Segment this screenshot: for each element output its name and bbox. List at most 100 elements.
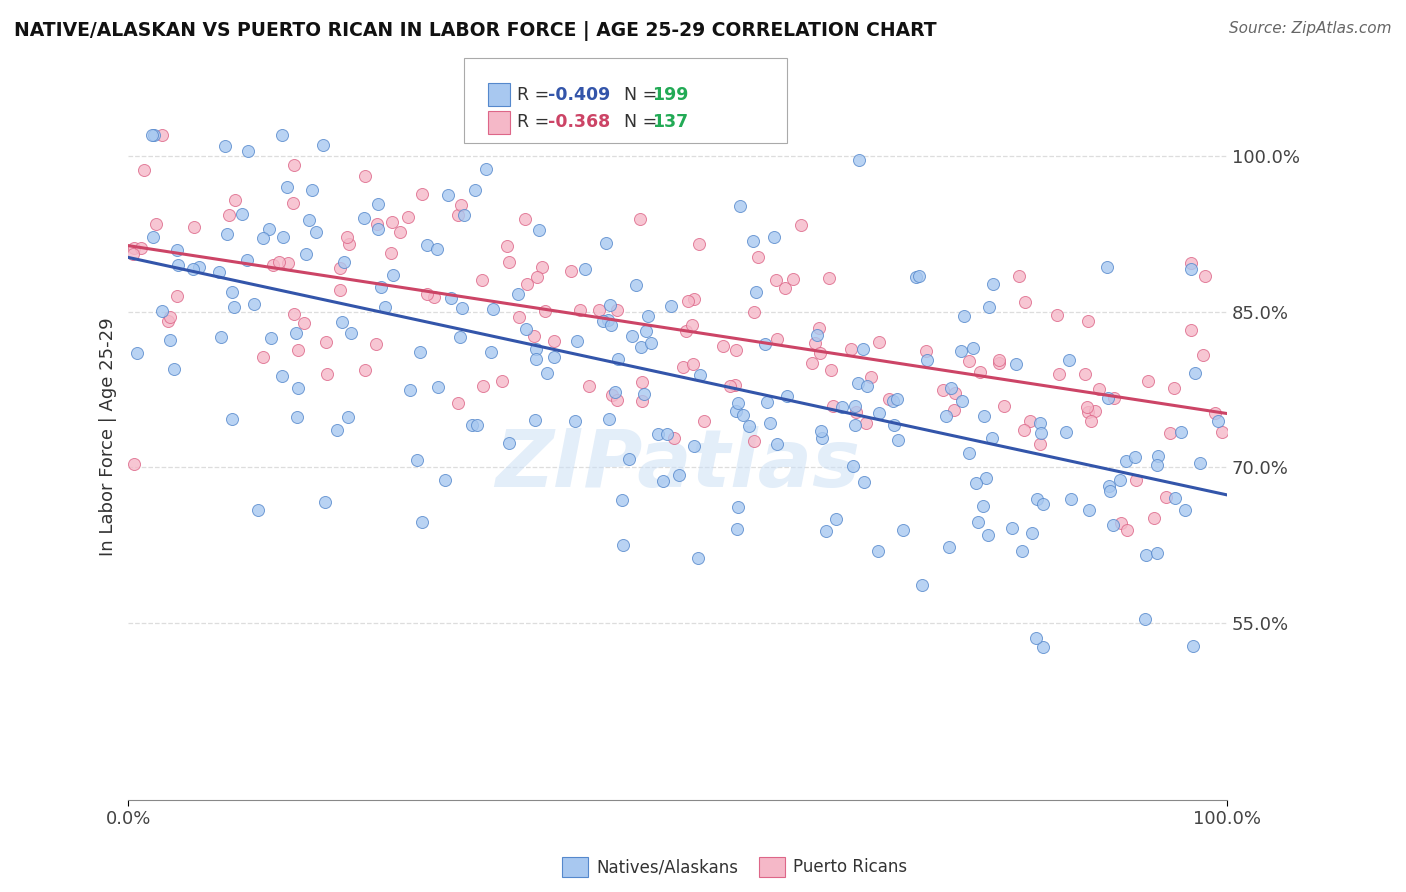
Point: [1115, 453, 1137, 467]
Point: [634, 324, 657, 338]
Point: [848, 153, 870, 168]
Point: [475, 161, 498, 176]
Point: [1208, 414, 1230, 428]
Text: NATIVE/ALASKAN VS PUERTO RICAN IN LABOR FORCE | AGE 25-29 CORRELATION CHART: NATIVE/ALASKAN VS PUERTO RICAN IN LABOR …: [14, 21, 936, 40]
Point: [1011, 544, 1033, 558]
Point: [214, 139, 236, 153]
Point: [883, 418, 905, 433]
Point: [846, 376, 869, 390]
Point: [939, 381, 962, 395]
Point: [224, 300, 246, 314]
Point: [841, 458, 863, 473]
Point: [630, 212, 652, 227]
Point: [527, 223, 550, 237]
Point: [464, 183, 486, 197]
Point: [276, 179, 298, 194]
Point: [844, 400, 866, 414]
Point: [725, 522, 748, 536]
Point: [434, 473, 457, 487]
Point: [600, 387, 623, 401]
Point: [568, 303, 591, 318]
Point: [247, 503, 270, 517]
Point: [1095, 260, 1118, 274]
Point: [481, 301, 503, 316]
Point: [163, 361, 186, 376]
Point: [718, 379, 741, 393]
Point: [218, 209, 240, 223]
Point: [543, 351, 565, 365]
Point: [588, 302, 610, 317]
Point: [738, 418, 761, 433]
Point: [353, 169, 375, 184]
Point: [823, 400, 845, 414]
Point: [125, 346, 148, 360]
Point: [221, 285, 243, 299]
Point: [252, 231, 274, 245]
Point: [605, 385, 627, 400]
Point: [447, 208, 470, 222]
Point: [953, 309, 976, 323]
Point: [775, 281, 797, 295]
Point: [595, 236, 617, 251]
Point: [617, 451, 640, 466]
Point: [682, 357, 704, 371]
Point: [957, 446, 980, 460]
Point: [979, 300, 1001, 314]
Point: [814, 524, 837, 538]
Point: [1123, 450, 1146, 465]
Point: [285, 409, 308, 424]
Point: [806, 327, 828, 342]
Point: [915, 353, 938, 368]
Point: [1156, 491, 1178, 505]
Point: [224, 193, 246, 207]
Point: [844, 417, 866, 432]
Point: [166, 243, 188, 257]
Point: [1031, 425, 1053, 440]
Point: [298, 213, 321, 227]
Point: [315, 334, 337, 349]
Point: [807, 321, 830, 335]
Point: [142, 230, 165, 244]
Point: [790, 218, 813, 232]
Point: [134, 163, 156, 178]
Point: [688, 550, 710, 565]
Point: [1001, 521, 1024, 535]
Point: [451, 301, 474, 316]
Point: [607, 351, 630, 366]
Point: [776, 389, 799, 403]
Text: Natives/Alaskans: Natives/Alaskans: [596, 858, 738, 876]
Point: [688, 237, 710, 252]
Point: [914, 343, 936, 358]
Point: [335, 230, 357, 244]
Point: [725, 403, 748, 417]
Point: [683, 439, 706, 453]
Point: [1146, 458, 1168, 472]
Point: [364, 337, 387, 351]
Point: [942, 403, 965, 417]
Point: [1021, 525, 1043, 540]
Text: ZIPatlas: ZIPatlas: [495, 426, 860, 504]
Point: [1135, 548, 1157, 562]
Point: [855, 379, 877, 393]
Point: [811, 431, 834, 445]
Point: [681, 318, 703, 332]
Point: [766, 437, 789, 451]
Point: [1077, 313, 1099, 327]
Point: [333, 255, 356, 269]
Point: [877, 392, 900, 406]
Point: [1019, 414, 1042, 428]
Point: [860, 369, 883, 384]
Point: [1054, 425, 1077, 439]
Point: [405, 453, 427, 467]
Text: N =: N =: [613, 113, 662, 131]
Point: [675, 324, 697, 338]
Point: [724, 378, 747, 392]
Point: [1098, 479, 1121, 493]
Point: [855, 416, 877, 430]
Point: [1136, 374, 1159, 388]
Point: [305, 225, 328, 239]
Point: [882, 394, 904, 409]
Point: [851, 342, 873, 356]
Point: [1194, 268, 1216, 283]
Point: [450, 198, 472, 212]
